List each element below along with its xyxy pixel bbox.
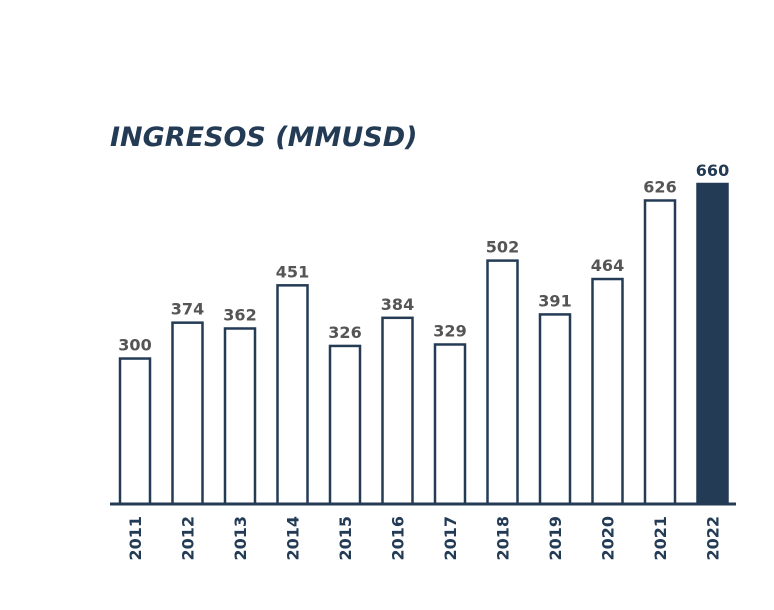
value-labels-layer: 300 374 362 451 326 384 329 502 391 464 626 660 — [118, 161, 729, 355]
tick-label-2011: 2011 — [126, 516, 145, 561]
value-label-2021: 626 — [643, 177, 676, 196]
tick-label-2020: 2020 — [599, 516, 618, 561]
bar-2013 — [223, 327, 257, 506]
tick-label-2016: 2016 — [389, 516, 408, 561]
tick-label-2021: 2021 — [651, 516, 670, 561]
bar-2014 — [276, 284, 309, 506]
bar-2012 — [171, 321, 204, 506]
value-label-2018: 502 — [486, 238, 519, 257]
bar-2022 — [696, 182, 729, 506]
value-label-2012: 374 — [171, 300, 204, 319]
bar-2015 — [328, 344, 362, 506]
tick-label-2014: 2014 — [284, 516, 303, 561]
tick-label-2022: 2022 — [704, 516, 723, 561]
bars-layer — [118, 182, 729, 506]
chart-title: INGRESOS (MMUSD) — [110, 122, 417, 153]
value-label-2022: 660 — [696, 161, 729, 180]
bar-2017 — [433, 343, 467, 506]
tick-labels-layer: 2011 2012 2013 2014 2015 2016 2017 2018 2019 2020… — [126, 516, 723, 561]
tick-label-2017: 2017 — [441, 516, 460, 561]
bar-2021 — [643, 199, 677, 506]
value-label-2017: 329 — [433, 321, 466, 340]
value-label-2013: 362 — [223, 305, 256, 324]
value-label-2019: 391 — [538, 291, 571, 310]
bar-2019 — [538, 313, 572, 506]
bar-2011 — [118, 357, 152, 506]
value-label-2015: 326 — [328, 323, 361, 342]
tick-label-2015: 2015 — [336, 516, 355, 561]
value-label-2014: 451 — [276, 262, 309, 281]
bar-2018 — [486, 259, 519, 506]
value-label-2020: 464 — [591, 256, 624, 275]
tick-label-2018: 2018 — [494, 516, 513, 561]
value-label-2016: 384 — [381, 295, 414, 314]
value-label-2011: 300 — [118, 336, 151, 355]
tick-label-2012: 2012 — [179, 516, 198, 561]
tick-label-2013: 2013 — [231, 516, 250, 561]
tick-label-2019: 2019 — [546, 516, 565, 561]
bar-2020 — [591, 277, 624, 506]
bar-2016 — [381, 316, 414, 506]
